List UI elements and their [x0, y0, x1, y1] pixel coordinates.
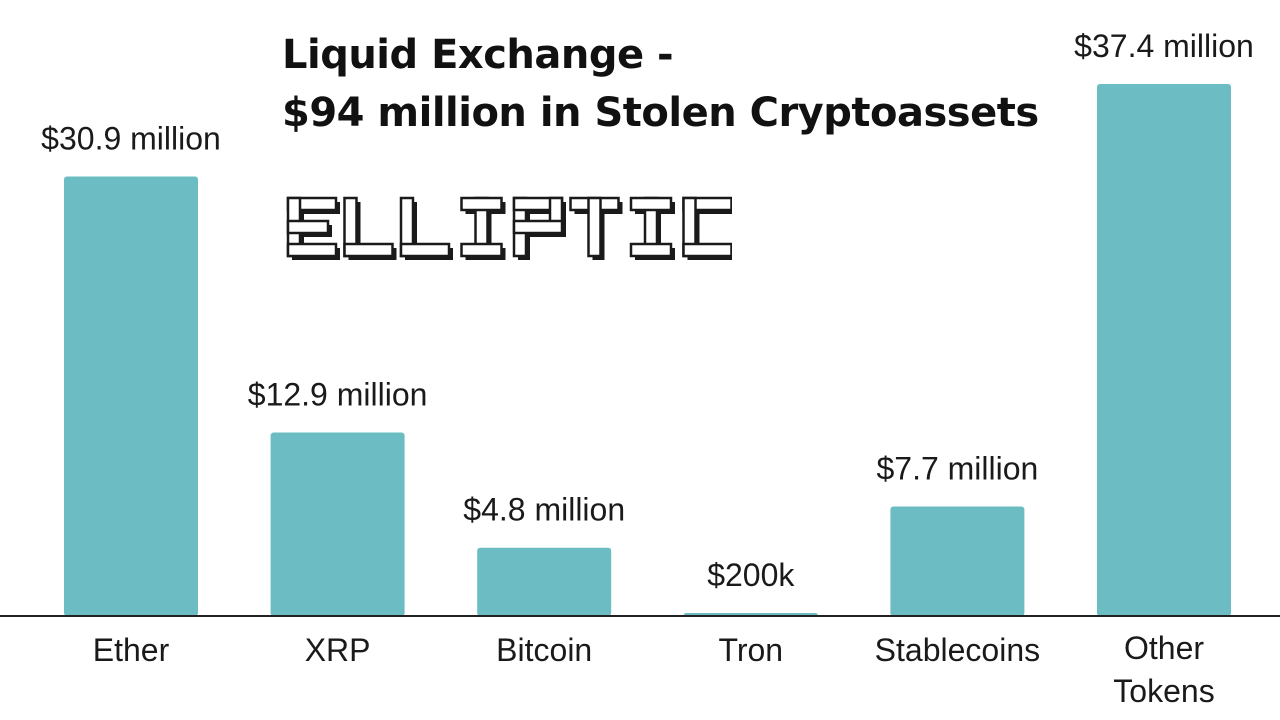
logo-letter-i [629, 196, 675, 260]
logo-face-block [460, 242, 503, 258]
logo-face-block [460, 196, 503, 212]
logo-face-block [629, 242, 673, 258]
logo-letter-i [460, 196, 506, 260]
bar-stablecoins [890, 506, 1025, 616]
logo-letter-t [569, 196, 623, 260]
category-label: Bitcoin [496, 632, 592, 668]
logo-face-block [629, 196, 673, 212]
category-label-line: Ether [93, 632, 170, 668]
bar-bitcoin [477, 547, 612, 616]
bars-layer [64, 84, 1231, 616]
chart-title: Liquid Exchange - $94 million in Stolen … [282, 26, 1039, 142]
data-label: $30.9 million [41, 120, 221, 156]
logo-letter-c [682, 196, 732, 260]
logo-face-block [512, 219, 564, 235]
category-label: XRP [305, 632, 371, 668]
category-label: Other Tokens [1113, 630, 1214, 709]
logo-face-block [286, 219, 330, 235]
data-label: $12.9 million [248, 377, 428, 413]
logo-letter-p [512, 196, 566, 260]
category-label: Ether [93, 632, 170, 668]
data-label: $200k [707, 557, 795, 593]
category-label-line: Tron [718, 632, 783, 668]
bar-other-tokens [1097, 84, 1231, 616]
data-label: $4.8 million [463, 492, 625, 528]
category-label: Stablecoins [875, 632, 1040, 668]
elliptic-logo-letters [286, 196, 732, 260]
chart-title-line-2: $94 million in Stolen Cryptoassets [282, 90, 1039, 136]
logo-face-block [682, 242, 732, 258]
data-label: $7.7 million [876, 450, 1038, 486]
logo-letter-e [286, 196, 340, 260]
chart-title-line-1: Liquid Exchange - [282, 32, 674, 78]
category-label-line: Bitcoin [496, 632, 592, 668]
logo-letter-l [343, 196, 397, 260]
bar-ether [64, 176, 198, 616]
category-label-line: Other [1124, 630, 1204, 666]
logo-face-block [587, 196, 602, 258]
category-label-line: Stablecoins [875, 632, 1040, 668]
labels-layer: $30.9 million Ether $12.9 million XRP $4.8 m… [41, 28, 1254, 709]
category-label: Tron [718, 632, 783, 668]
logo-face-block [399, 242, 451, 258]
logo-face-block [286, 242, 338, 258]
elliptic-logo [286, 196, 732, 260]
logo-face-block [343, 242, 394, 258]
logo-letter-l [399, 196, 453, 260]
category-label-line: XRP [305, 632, 371, 668]
data-label: $37.4 million [1074, 28, 1254, 64]
category-label-line: Tokens [1113, 673, 1214, 709]
bar-xrp [270, 432, 405, 616]
